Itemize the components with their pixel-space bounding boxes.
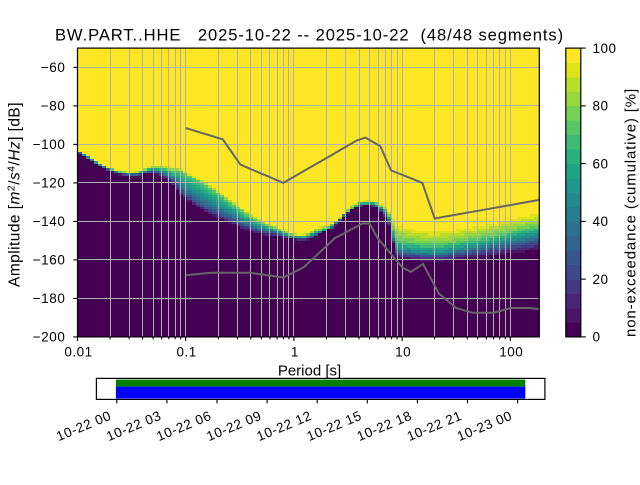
svg-text:80: 80	[593, 99, 609, 114]
svg-text:−120: −120	[33, 176, 66, 191]
svg-text:0.01: 0.01	[64, 344, 92, 359]
svg-text:−60: −60	[41, 60, 66, 75]
svg-text:0: 0	[593, 330, 601, 345]
svg-text:BW.PART..HHE 2025-10-22 -- 2: BW.PART..HHE 2025-10-22 -- 2025-10-22 (4…	[55, 26, 564, 45]
svg-text:−200: −200	[33, 330, 66, 345]
svg-text:0.1: 0.1	[177, 344, 197, 359]
svg-text:20: 20	[593, 272, 609, 287]
svg-text:−140: −140	[33, 214, 66, 229]
svg-text:1: 1	[291, 344, 299, 359]
svg-text:−180: −180	[33, 291, 66, 306]
svg-text:60: 60	[593, 156, 609, 171]
svg-text:40: 40	[593, 214, 609, 229]
svg-text:−100: −100	[33, 137, 66, 152]
svg-text:10: 10	[395, 344, 411, 359]
svg-text:Period [s]: Period [s]	[278, 362, 341, 379]
svg-text:100: 100	[593, 41, 617, 56]
svg-text:100: 100	[499, 344, 523, 359]
svg-text:Amplitude [m2/s4/Hz] [dB]: Amplitude [m2/s4/Hz] [dB]	[6, 102, 24, 287]
svg-text:non-exceedance (cumulative) [%: non-exceedance (cumulative) [%]	[623, 88, 640, 337]
svg-text:−80: −80	[41, 99, 66, 114]
svg-text:−160: −160	[33, 253, 66, 268]
